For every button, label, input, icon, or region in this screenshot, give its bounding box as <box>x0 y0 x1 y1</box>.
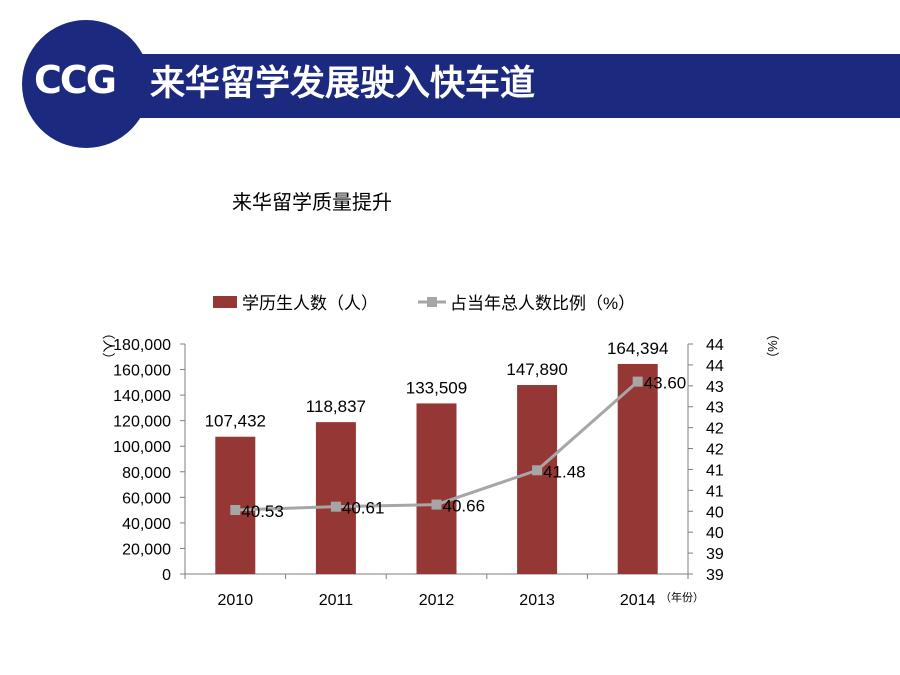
legend-bar-swatch <box>213 296 237 308</box>
right-y-tick-label: 43 <box>706 400 724 417</box>
left-y-tick-label: 40,000 <box>122 516 171 533</box>
line-data-label: 40.66 <box>443 497 486 516</box>
left-y-tick-label: 80,000 <box>122 465 171 482</box>
left-y-tick-label: 120,000 <box>113 414 171 431</box>
ccg-logo: CCG <box>34 58 117 102</box>
bar-data-label: 164,394 <box>607 339 668 358</box>
chart-subtitle: 来华留学质量提升 <box>232 190 392 214</box>
legend-line-marker <box>427 297 437 307</box>
right-y-tick-label: 40 <box>706 504 724 521</box>
right-y-tick-label: 43 <box>706 379 724 396</box>
bar-2011 <box>315 422 356 574</box>
left-y-tick-label: 100,000 <box>113 439 171 456</box>
bar-2013 <box>517 385 558 574</box>
right-y-unit-label: （%） <box>765 327 780 365</box>
bar-data-label: 118,837 <box>306 397 366 416</box>
line-data-label: 43.60 <box>644 374 687 393</box>
bar-data-label: 133,509 <box>406 378 467 397</box>
ratio-point-2011 <box>330 501 341 512</box>
bar-data-label: 107,432 <box>205 412 266 431</box>
right-y-tick-label: 42 <box>706 421 724 438</box>
x-tick-label: 2013 <box>519 592 555 609</box>
left-y-tick-label: 140,000 <box>113 388 171 405</box>
x-tick-label: 2011 <box>319 592 354 609</box>
legend-line-label: 占当年总人数比例（%） <box>450 294 635 313</box>
x-unit-label: （年份） <box>660 590 704 604</box>
line-data-label: 41.48 <box>543 462 586 481</box>
title-banner <box>80 54 900 118</box>
right-y-tick-label: 40 <box>706 525 724 542</box>
left-y-tick-label: 160,000 <box>113 363 171 380</box>
ratio-point-2013 <box>532 465 543 476</box>
left-y-tick-label: 180,000 <box>113 337 171 354</box>
bar-2012 <box>416 403 457 574</box>
right-y-tick-label: 44 <box>706 358 724 375</box>
bar-data-label: 147,890 <box>506 360 567 379</box>
line-data-label: 40.53 <box>241 502 284 521</box>
left-y-tick-label: 60,000 <box>122 490 171 507</box>
left-y-tick-label: 0 <box>162 567 171 584</box>
line-data-label: 40.61 <box>342 499 385 518</box>
x-tick-label: 2010 <box>218 592 254 609</box>
left-y-unit-label: （人） <box>101 326 116 365</box>
right-y-tick-label: 39 <box>706 546 724 563</box>
ratio-point-2012 <box>431 499 442 510</box>
bar-2014 <box>617 363 658 574</box>
ratio-point-2014 <box>632 376 643 387</box>
x-tick-label: 2014 <box>620 592 656 609</box>
legend-bar-label: 学历生人数（人） <box>242 294 378 313</box>
right-y-tick-label: 41 <box>706 462 724 479</box>
page-title: 来华留学发展驶入快车道 <box>150 64 536 104</box>
right-y-tick-label: 39 <box>706 567 724 584</box>
right-y-tick-label: 42 <box>706 442 724 459</box>
left-y-tick-label: 20,000 <box>122 541 171 558</box>
ratio-point-2010 <box>230 505 241 516</box>
right-y-tick-label: 44 <box>706 337 724 354</box>
x-tick-label: 2012 <box>419 592 455 609</box>
right-y-tick-label: 41 <box>706 483 724 500</box>
